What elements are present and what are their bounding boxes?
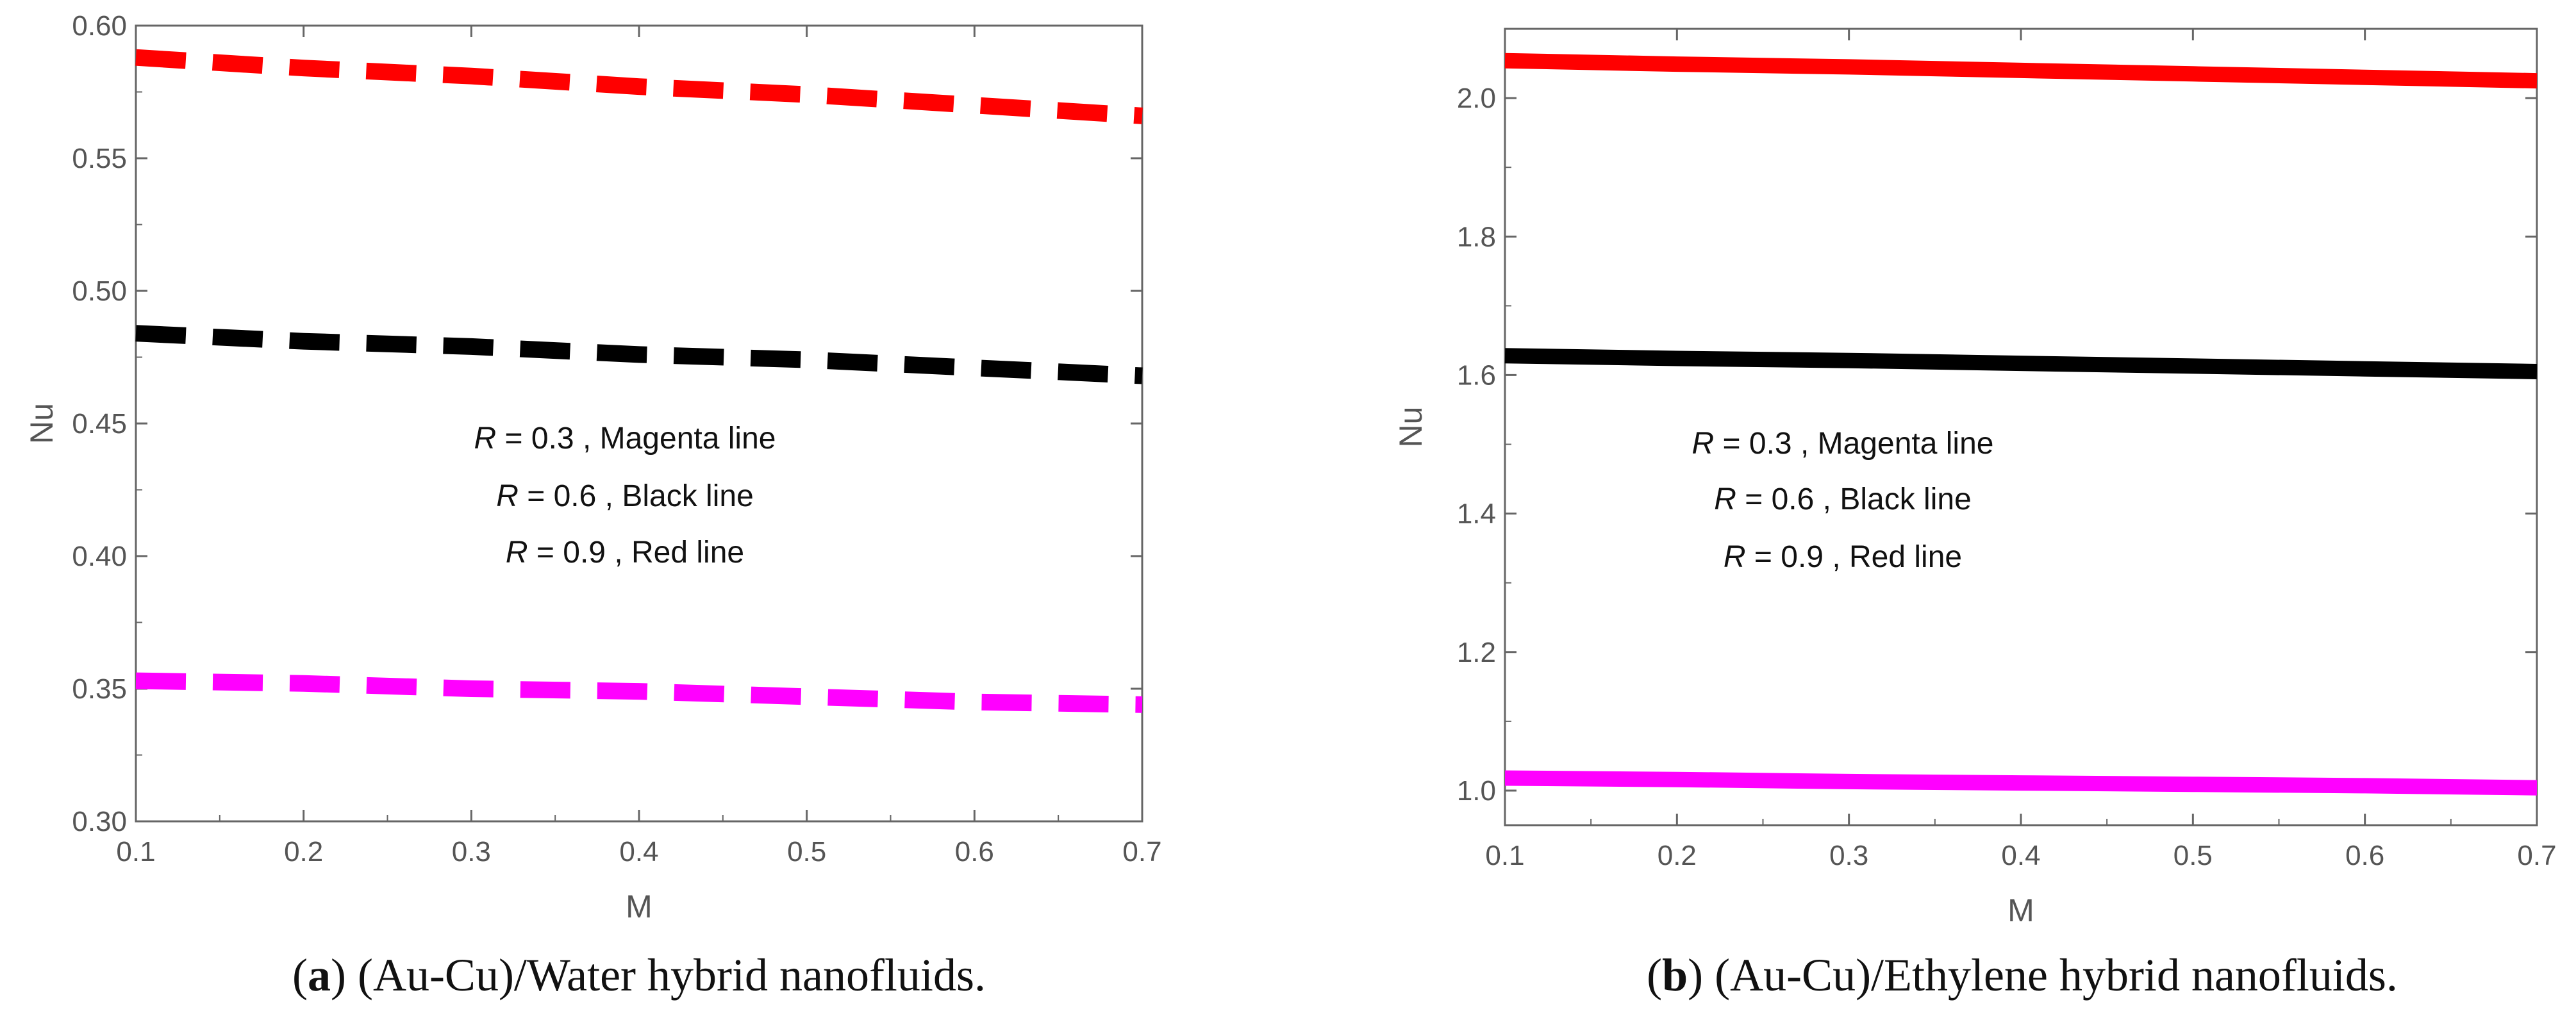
- y-tick-label: 1.8: [1457, 221, 1496, 252]
- x-tick-label: 0.2: [1658, 840, 1697, 871]
- x-tick-label: 0.7: [1122, 836, 1161, 867]
- series-line: R = 0.3, Magenta line: [135, 672, 1143, 713]
- y-tick-label: 1.6: [1457, 359, 1496, 391]
- y-tick-label: 0.30: [72, 806, 127, 837]
- y-tick-label: 0.50: [72, 275, 127, 307]
- y-tick-label: 2.0: [1457, 83, 1496, 114]
- y-tick-label: 0.45: [72, 408, 127, 440]
- y-axis-label: Nu: [24, 403, 60, 444]
- y-tick-label: 1.4: [1457, 498, 1496, 530]
- x-tick-label: 0.3: [452, 836, 491, 867]
- annotation-line: R = 0.9 , Red line: [506, 536, 744, 570]
- x-tick-label: 0.5: [787, 836, 826, 867]
- series-line: R = 0.6, Black line: [135, 325, 1143, 384]
- chart-panel-a: 0.1 0.2 0.3 0.4 0.5 0.6 0.7 0.30 0.35 0.40 0.45 0.5…: [24, 10, 1162, 1001]
- y-tick-label: 0.35: [72, 673, 127, 705]
- x-tick-label: 0.7: [2517, 840, 2556, 871]
- x-tick-label: 0.1: [116, 836, 155, 867]
- x-axis-label: M: [2007, 892, 2034, 928]
- annotation-line: R = 0.6 , Black line: [496, 479, 754, 513]
- chart-panel-b: 0.1 0.2 0.3 0.4 0.5 0.6 0.7 1.0 1.2 1.4 1.6 1.8 2.0 M…: [1393, 28, 2557, 1001]
- x-tick-label: 0.5: [2173, 840, 2213, 871]
- annotation-line: R = 0.9 , Red line: [1724, 540, 1962, 574]
- y-axis-label: Nu: [1393, 407, 1429, 448]
- plot-frame: [1504, 28, 2538, 826]
- series-line: R = 0.3, Magenta line: [1504, 770, 2538, 796]
- x-tick-label: 0.2: [284, 836, 323, 867]
- x-tick-label: 0.6: [955, 836, 994, 867]
- x-tick-label: 0.3: [1829, 840, 1868, 871]
- x-tick-label: 0.4: [619, 836, 658, 867]
- annotation-line: R = 0.6 , Black line: [1714, 482, 1972, 516]
- series-line: R = 0.9, Red line: [135, 49, 1143, 124]
- y-tick-label: 1.0: [1457, 775, 1496, 807]
- x-axis-label: M: [626, 889, 652, 924]
- panel-caption: (a) (Au-Cu)/Water hybrid nanofluids.: [292, 949, 986, 1001]
- x-tick-label: 0.1: [1485, 840, 1524, 871]
- x-tick-label: 0.6: [2345, 840, 2384, 871]
- y-tick-label: 0.55: [72, 143, 127, 174]
- x-tick-label: 0.4: [2001, 840, 2040, 871]
- series-line: R = 0.6, Black line: [1504, 348, 2538, 379]
- series-line: R = 0.9, Red line: [1504, 53, 2538, 89]
- panel-caption: (b) (Au-Cu)/Ethylene hybrid nanofluids.: [1647, 949, 2398, 1001]
- annotation-line: R = 0.3 , Magenta line: [1692, 427, 1994, 461]
- y-tick-label: 0.60: [72, 10, 127, 42]
- y-tick-label: 1.2: [1457, 637, 1496, 668]
- annotation-line: R = 0.3 , Magenta line: [474, 422, 776, 456]
- y-tick-label: 0.40: [72, 541, 127, 572]
